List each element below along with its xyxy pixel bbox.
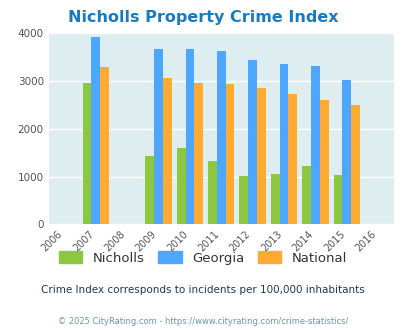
- Bar: [154, 49, 162, 224]
- Bar: [350, 105, 359, 224]
- Text: © 2025 CityRating.com - https://www.cityrating.com/crime-statistics/: © 2025 CityRating.com - https://www.city…: [58, 317, 347, 326]
- Bar: [216, 51, 225, 224]
- Bar: [288, 94, 296, 224]
- Bar: [333, 175, 341, 224]
- Bar: [239, 176, 247, 224]
- Bar: [310, 66, 319, 224]
- Bar: [100, 67, 109, 224]
- Bar: [91, 37, 100, 224]
- Bar: [176, 148, 185, 224]
- Bar: [82, 83, 91, 224]
- Bar: [208, 161, 216, 224]
- Bar: [319, 100, 328, 224]
- Bar: [341, 81, 350, 224]
- Legend: Nicholls, Georgia, National: Nicholls, Georgia, National: [53, 246, 352, 270]
- Bar: [185, 49, 194, 224]
- Text: Nicholls Property Crime Index: Nicholls Property Crime Index: [68, 10, 337, 25]
- Bar: [279, 64, 288, 224]
- Bar: [225, 84, 234, 224]
- Bar: [145, 156, 154, 224]
- Bar: [247, 60, 256, 224]
- Bar: [301, 166, 310, 224]
- Bar: [162, 79, 171, 224]
- Bar: [256, 87, 265, 224]
- Bar: [194, 83, 202, 224]
- Text: Crime Index corresponds to incidents per 100,000 inhabitants: Crime Index corresponds to incidents per…: [41, 285, 364, 295]
- Bar: [270, 174, 279, 224]
